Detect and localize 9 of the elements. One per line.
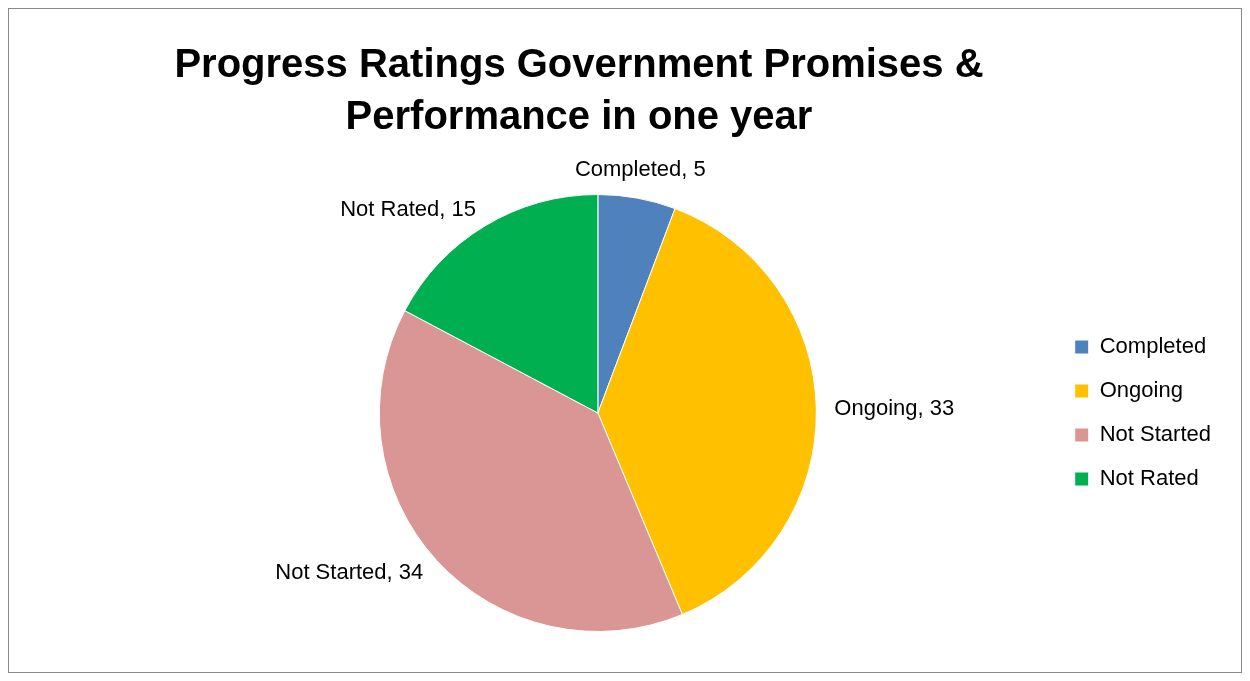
data-label: Ongoing, 33 (834, 394, 955, 420)
data-label: Not Started, 34 (275, 558, 424, 584)
legend-label: Ongoing (1099, 377, 1183, 403)
chart-title: Progress Ratings Government Promises & Performance in one year (173, 40, 985, 139)
data-label: Not Rated, 15 (340, 196, 476, 222)
legend-label: Not Rated (1099, 465, 1199, 491)
legend-label: Completed (1099, 333, 1207, 359)
legend-label: Not Started (1099, 421, 1211, 447)
data-label: Completed, 5 (574, 156, 706, 182)
